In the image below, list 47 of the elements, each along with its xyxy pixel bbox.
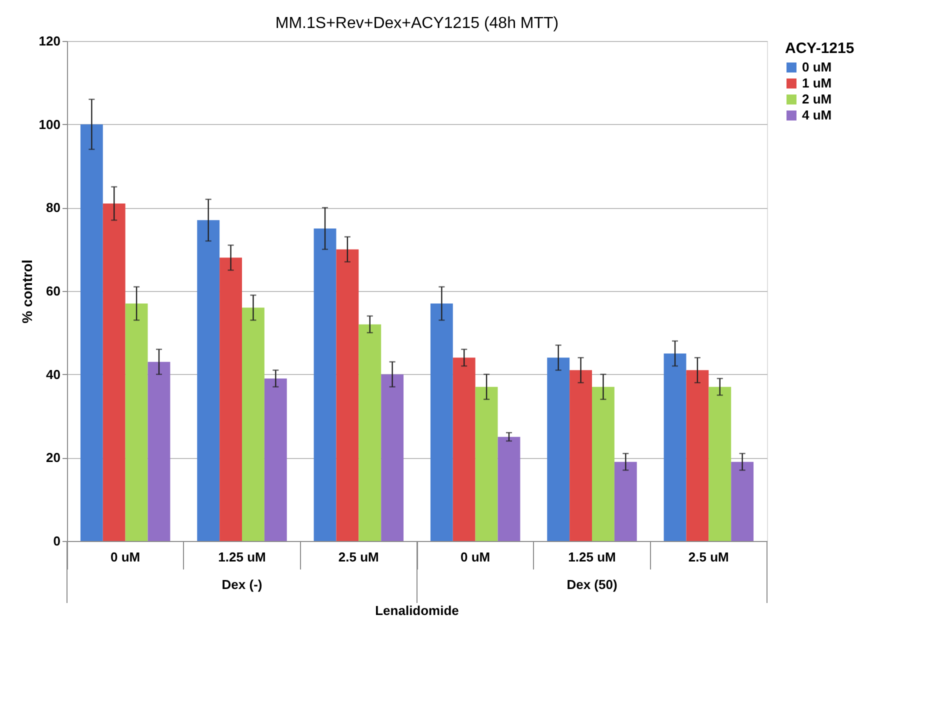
y-tick-label: 80 [46, 200, 60, 216]
x-tick-label: 0 uM [460, 550, 490, 564]
y-tick-label: 40 [46, 366, 60, 382]
bar [731, 462, 754, 541]
y-tick-label: 20 [46, 450, 60, 466]
bar [498, 436, 520, 541]
bar [264, 378, 287, 541]
text: Dex (-) [222, 577, 262, 592]
x-tick-label: 0 uM [110, 550, 140, 564]
x-axis-title: Lenalidomide [375, 603, 459, 618]
bar [314, 228, 336, 541]
bar [125, 304, 148, 541]
bar [664, 354, 686, 541]
y-tick-label: 60 [46, 284, 60, 298]
legend-label: 1 uM [802, 76, 832, 90]
bar [475, 386, 498, 541]
x-tick-label: 1.25 uM [568, 550, 616, 564]
legend-label: 2 uM [802, 92, 832, 106]
x-tick-label: 2.5 uM [338, 550, 379, 564]
bar [242, 308, 264, 541]
bar [452, 358, 476, 541]
bar [708, 386, 732, 541]
legend-label: 4 uM [802, 108, 832, 122]
chart-title: MM.1S+Rev+Dex+ACY1215 (48h MTT) [275, 15, 559, 32]
x-tick-label: 1.25 uM [218, 550, 266, 564]
y-tick-label: 100 [38, 116, 60, 132]
bar [570, 370, 592, 541]
y-tick-label: 120 [38, 34, 60, 48]
bar [614, 462, 637, 541]
bar [197, 220, 220, 541]
bar [686, 370, 709, 541]
y-axis-title: % control [18, 260, 35, 324]
x-tick-label: 2.5 uM [688, 550, 729, 564]
bar [430, 304, 453, 541]
bar [80, 124, 103, 541]
legend-label: 0 uM [802, 60, 832, 74]
bar [381, 374, 404, 541]
text: Dex (50) [566, 577, 618, 592]
bar [547, 358, 570, 541]
bar [148, 362, 170, 541]
bar [592, 386, 614, 541]
bar [102, 204, 126, 541]
y-tick-label: 0 [53, 534, 60, 548]
bar [358, 324, 382, 541]
bar [336, 249, 359, 541]
bar [220, 258, 242, 541]
legend-title: ACY-1215 [785, 40, 854, 57]
